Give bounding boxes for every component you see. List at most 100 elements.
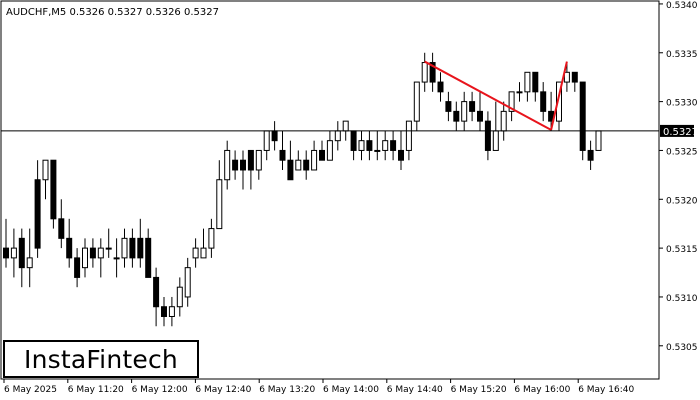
candle-body [50,159,57,220]
candle [74,248,81,288]
candle-body [563,71,570,83]
candle [571,71,578,92]
candle [216,160,223,230]
candle [579,81,586,161]
candle-body [200,247,207,259]
instafintech-logo: InstaFintech [3,340,199,378]
candle [524,71,531,102]
candle [34,160,41,258]
candle-body [271,130,278,142]
candle-body [342,120,349,132]
candle-body [66,237,73,259]
candle-body [153,276,160,308]
candles [3,52,602,327]
candle-body [532,71,539,93]
candle [168,296,175,327]
candle-body [579,81,586,151]
candle [484,111,491,161]
candle-body [413,81,420,122]
candle-body [113,257,120,260]
candle-body [350,130,357,151]
candle [18,228,25,288]
candle-body [26,257,33,269]
candle [42,159,49,200]
candle-body [232,159,239,171]
candle [145,228,152,278]
candle-body [500,110,507,132]
y-tick-label: 0.5340 [666,1,698,11]
candle-body [326,140,333,161]
y-tick-label: 0.5335 [666,50,698,60]
candle [82,238,88,278]
candle [587,140,594,170]
candle [461,91,468,131]
candle-body [176,286,183,308]
x-tick-label: 6 May 16:00 [514,385,570,395]
candle [105,228,112,258]
candle-body [224,149,231,181]
candle [556,81,562,131]
candle [398,130,404,170]
candle [437,72,444,102]
candle-body [208,228,215,249]
x-tick-label: 6 May 13:20 [259,385,315,395]
candle [153,267,160,327]
candle [240,150,246,190]
candle-body [18,237,25,269]
candle [390,130,397,161]
candle-body [263,130,270,151]
candle [319,140,325,161]
candle [247,149,254,190]
candle-body [255,149,262,171]
candle-body [587,149,594,161]
candle-body [390,140,397,151]
candle-body [540,91,547,112]
candle [382,130,389,161]
candle [208,218,215,258]
candle [445,91,452,122]
candle [113,238,120,278]
x-axis: 6 May 2025 6 May 11:20 6 May 12:00 6 May 12… [3,379,634,395]
candle-body [508,91,515,112]
candle [405,120,412,161]
candle-body [184,267,191,298]
candle-body [247,149,254,171]
candle [477,91,483,131]
x-tick-label: 6 May 12:40 [195,385,251,395]
candle [469,91,476,122]
candle [232,150,239,180]
candle [200,228,207,259]
candle [358,130,365,161]
candle [295,150,302,171]
candle-body [303,159,310,171]
candle-body [105,247,112,250]
x-tick-label: 6 May 12:00 [132,385,188,395]
candle [453,101,460,131]
chart-title: AUDCHF,M5 0.5326 0.5327 0.5326 0.5327 [6,7,219,18]
candle-body [358,140,365,151]
candle [366,130,373,161]
candle [224,140,231,190]
candle-body [595,130,602,151]
pattern-line [424,60,552,131]
x-tick-label: 6 May 11:20 [68,385,124,395]
candle [58,199,65,249]
x-tick-label: 6 May 14:00 [323,385,379,395]
candle-body [295,159,302,171]
candle [192,238,199,268]
candle-body [453,110,460,122]
candle [89,238,96,268]
candle-body [82,247,88,269]
candle [176,277,183,317]
candle-body [145,237,152,278]
y-tick-label: 0.5320 [666,196,698,206]
candle [516,82,523,102]
candle-body [34,179,41,249]
pattern-lines [424,60,568,131]
candle-body [97,247,104,259]
plot-frame [0,0,660,380]
candle-body [524,71,531,93]
candle-body [287,159,294,181]
candle-body [484,120,491,151]
